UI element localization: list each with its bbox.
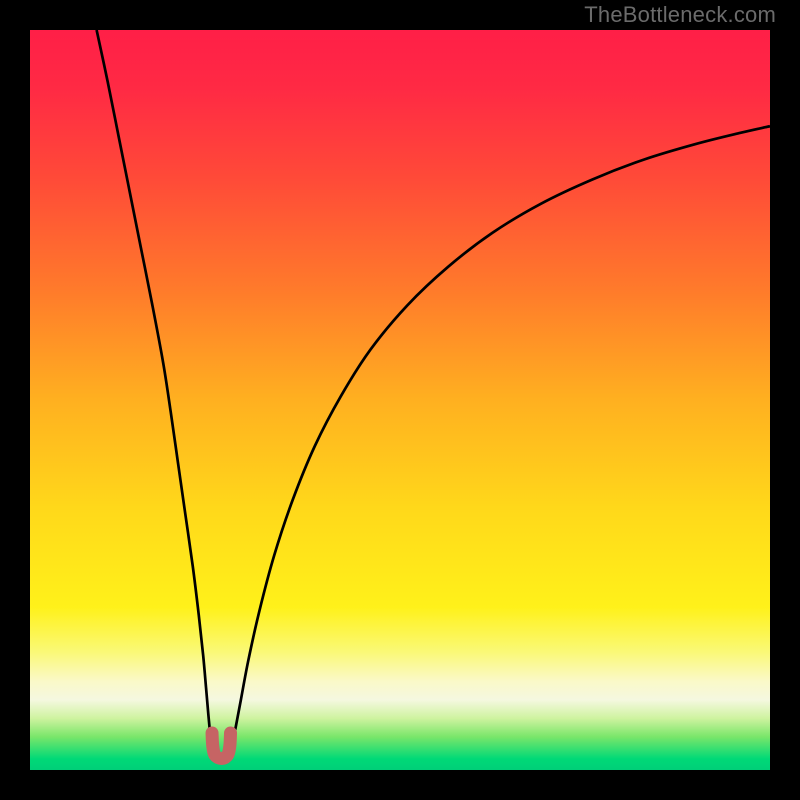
bottleneck-chart [0, 0, 800, 800]
watermark-text: TheBottleneck.com [584, 2, 776, 28]
chart-canvas-wrap [0, 0, 800, 800]
gradient-panel [30, 30, 770, 770]
chart-stage: TheBottleneck.com [0, 0, 800, 800]
